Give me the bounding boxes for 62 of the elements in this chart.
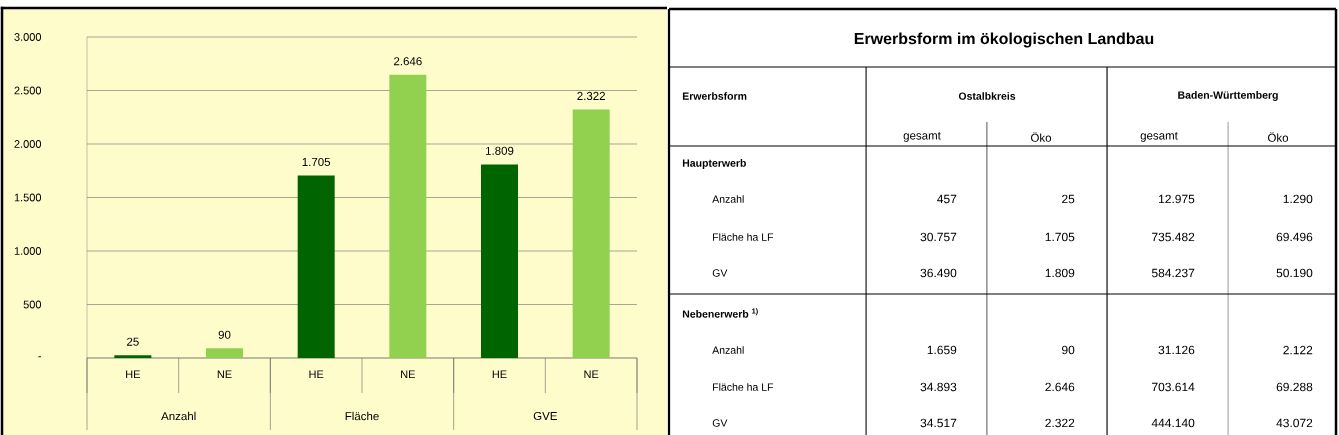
- text: 2.122: [1283, 345, 1313, 355]
- text: Anzahl: [161, 411, 196, 421]
- y-tick-label: 3.000: [14, 33, 42, 41]
- text: 2.646: [1045, 382, 1075, 392]
- text: 703.614: [1152, 382, 1195, 392]
- text: 90: [1062, 345, 1075, 355]
- text: Anzahl: [712, 346, 744, 354]
- text: gesamt: [1140, 132, 1178, 142]
- text: 31.126: [1158, 345, 1195, 355]
- text: 50.190: [1276, 268, 1313, 278]
- text: Haupterwerb: [682, 159, 746, 169]
- text: Anzahl: [712, 195, 744, 203]
- text: Fläche ha LF: [713, 383, 774, 391]
- text: 457: [937, 194, 957, 204]
- text: GV: [712, 419, 728, 427]
- y-tick-label: 2.500: [14, 86, 42, 95]
- text: 12.975: [1159, 194, 1195, 204]
- text: Fläche: [345, 411, 379, 421]
- data-label: 2.646: [394, 57, 422, 66]
- text: 25: [1062, 194, 1075, 204]
- text: 735.482: [1152, 232, 1195, 242]
- text: Erwerbsform: [682, 92, 747, 100]
- data-label: 1.705: [302, 157, 331, 167]
- text: 1.705: [1045, 232, 1075, 242]
- text: Baden-Württemberg: [1178, 91, 1278, 101]
- x-tick-label: HE: [126, 370, 140, 379]
- x-tick-label: NE: [401, 370, 415, 379]
- y-tick-label: 500: [23, 300, 42, 309]
- y-tick-label: 1.000: [14, 247, 42, 255]
- x-tick-label: NE: [217, 370, 232, 379]
- text: 1.809: [1045, 268, 1075, 278]
- text: Öko: [1268, 132, 1289, 142]
- y-tick-label: 1.500: [14, 193, 42, 202]
- text: Erwerbsform im ökologischen Landbau: [854, 32, 1154, 48]
- text: Nebenerwerb $^{1)}$: [682, 308, 758, 318]
- text: GV: [712, 269, 728, 277]
- text: 30.757: [920, 232, 957, 242]
- text: 34.893: [920, 382, 957, 392]
- y-tick-label: 2.000: [14, 140, 42, 148]
- y-tick-label: -: [38, 356, 41, 358]
- text: Ostalbkreis: [958, 92, 1016, 100]
- text: 43.072: [1276, 418, 1313, 428]
- text: 69.288: [1276, 382, 1313, 392]
- text: 1.290: [1283, 194, 1313, 204]
- text: 2.322: [1045, 418, 1075, 428]
- text: GVE: [533, 411, 557, 421]
- data-label: 1.809: [485, 146, 514, 155]
- data-label: 90: [218, 330, 231, 339]
- text: 36.490: [920, 268, 957, 278]
- data-label: 25: [127, 337, 139, 346]
- x-tick-label: HE: [309, 370, 324, 379]
- text: 1.659: [927, 345, 957, 355]
- text: gesamt: [903, 132, 941, 142]
- text: Fläche ha LF: [713, 233, 774, 241]
- data-label: 2.322: [577, 91, 605, 100]
- text: 444.140: [1151, 418, 1195, 428]
- text: 69.496: [1276, 232, 1313, 242]
- text: 34.517: [920, 418, 957, 428]
- x-tick-label: HE: [492, 370, 507, 379]
- text: 584.237: [1151, 268, 1195, 278]
- x-tick-label: NE: [584, 370, 599, 379]
- text: Öko: [1031, 132, 1052, 142]
